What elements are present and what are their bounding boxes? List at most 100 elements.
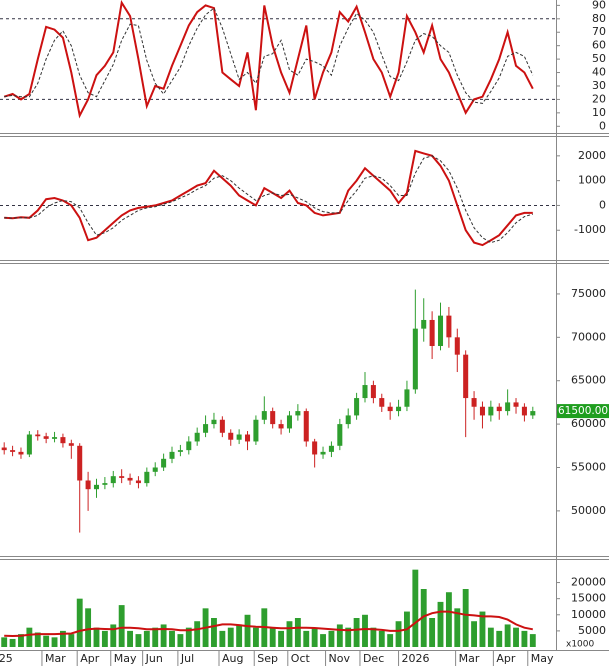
series-line (4, 610, 533, 638)
volume-bar (1, 637, 8, 647)
y-tick-label: 5000 (578, 624, 606, 637)
candle-body (337, 424, 343, 446)
volume-bar (43, 635, 50, 647)
volume-bar (227, 627, 234, 647)
y-tick-label: 1000 (578, 174, 606, 187)
x-tick-label: Mar (459, 652, 480, 665)
y-tick-label: 50 (592, 52, 606, 65)
candle-body (93, 484, 100, 490)
candle-body (35, 434, 41, 437)
volume-bar (496, 630, 503, 647)
candle-body (211, 419, 217, 425)
volume-bar (395, 621, 402, 647)
volume-bar (127, 630, 133, 647)
volume-bar (378, 630, 385, 647)
candle-body (144, 471, 150, 484)
candle-body (194, 432, 200, 442)
x-tick-label: May (114, 652, 137, 665)
volume-bar (101, 630, 108, 647)
y-tick-label: 0 (599, 198, 606, 211)
series-line (4, 155, 533, 244)
candle-body (253, 419, 259, 442)
candle-body (505, 402, 511, 412)
candle-body (521, 406, 527, 416)
volume-bar (152, 627, 159, 647)
candle-body (60, 437, 66, 444)
y-tick-label: 20000 (571, 576, 606, 589)
x-tick-label: 2026 (402, 652, 430, 665)
candle-body (328, 445, 334, 452)
volume-bar (110, 624, 117, 647)
candle-body (320, 451, 326, 455)
y-tick-label: 0 (599, 119, 606, 132)
y-tick-label: 70 (592, 25, 606, 38)
candle-body (278, 424, 284, 429)
candle-body (270, 411, 276, 425)
frame (0, 0, 609, 651)
candle-body (454, 337, 460, 355)
candle-body (530, 411, 536, 416)
candle-body (412, 328, 418, 390)
candle-body (236, 434, 242, 440)
volume-bar (462, 589, 469, 647)
candle-body (496, 406, 502, 412)
volume-bar (454, 608, 461, 647)
candle-body (110, 476, 116, 484)
candle-body (261, 411, 267, 420)
candle-body (437, 315, 444, 347)
volume-bar (143, 630, 150, 647)
y-tick-label: 90 (592, 0, 606, 11)
candle-body (203, 424, 209, 433)
volume-bar (252, 627, 259, 647)
volume-bar (471, 621, 478, 647)
series-line (4, 149, 533, 247)
y-tick-label: 2000 (578, 149, 606, 162)
candle-body (354, 398, 360, 416)
y-tick-label: 50000 (571, 504, 606, 517)
candle-body (119, 476, 125, 478)
candle-body (421, 319, 427, 329)
candle-body (77, 445, 83, 481)
candle-body (43, 436, 49, 439)
candle-body (312, 441, 318, 455)
candle-body (286, 415, 292, 429)
volume-bar (513, 627, 519, 647)
volume-bar (93, 627, 100, 647)
volume-bar (370, 627, 377, 647)
volume-bar (51, 637, 58, 647)
volume-bar (437, 601, 444, 647)
volume-bar (185, 627, 192, 647)
y-tick-label: 40 (592, 66, 606, 79)
volume-bar (177, 634, 184, 647)
x-tick-label: May (531, 652, 554, 665)
volume-bar (18, 634, 24, 647)
candle-body (345, 415, 351, 425)
y-tick-label: 55000 (571, 460, 606, 473)
candle-body (513, 402, 519, 407)
y-tick-label: 75000 (571, 287, 606, 300)
candle-body (127, 477, 133, 481)
candle-body (1, 447, 7, 451)
y-tick-label: 80 (592, 12, 606, 25)
volume-bar (68, 634, 75, 647)
volume-bar (194, 621, 201, 647)
candle-body (245, 434, 251, 442)
volume-bar (76, 598, 83, 647)
volume-bar (59, 630, 66, 647)
candle-body (186, 441, 192, 451)
volume-bar (521, 630, 528, 647)
x-tick-label: Sep (257, 652, 278, 665)
volume-bar (445, 592, 452, 647)
volume-bar (294, 618, 301, 647)
candle-body (471, 398, 477, 407)
volume-bar (9, 638, 16, 647)
volume-bar (244, 614, 251, 647)
candle-body (488, 406, 494, 416)
candle-body (135, 480, 141, 484)
candle-body (362, 385, 368, 399)
x-tick-label: Dec (363, 652, 384, 665)
x-tick-label: Aug (222, 652, 243, 665)
candle-body (102, 483, 108, 485)
